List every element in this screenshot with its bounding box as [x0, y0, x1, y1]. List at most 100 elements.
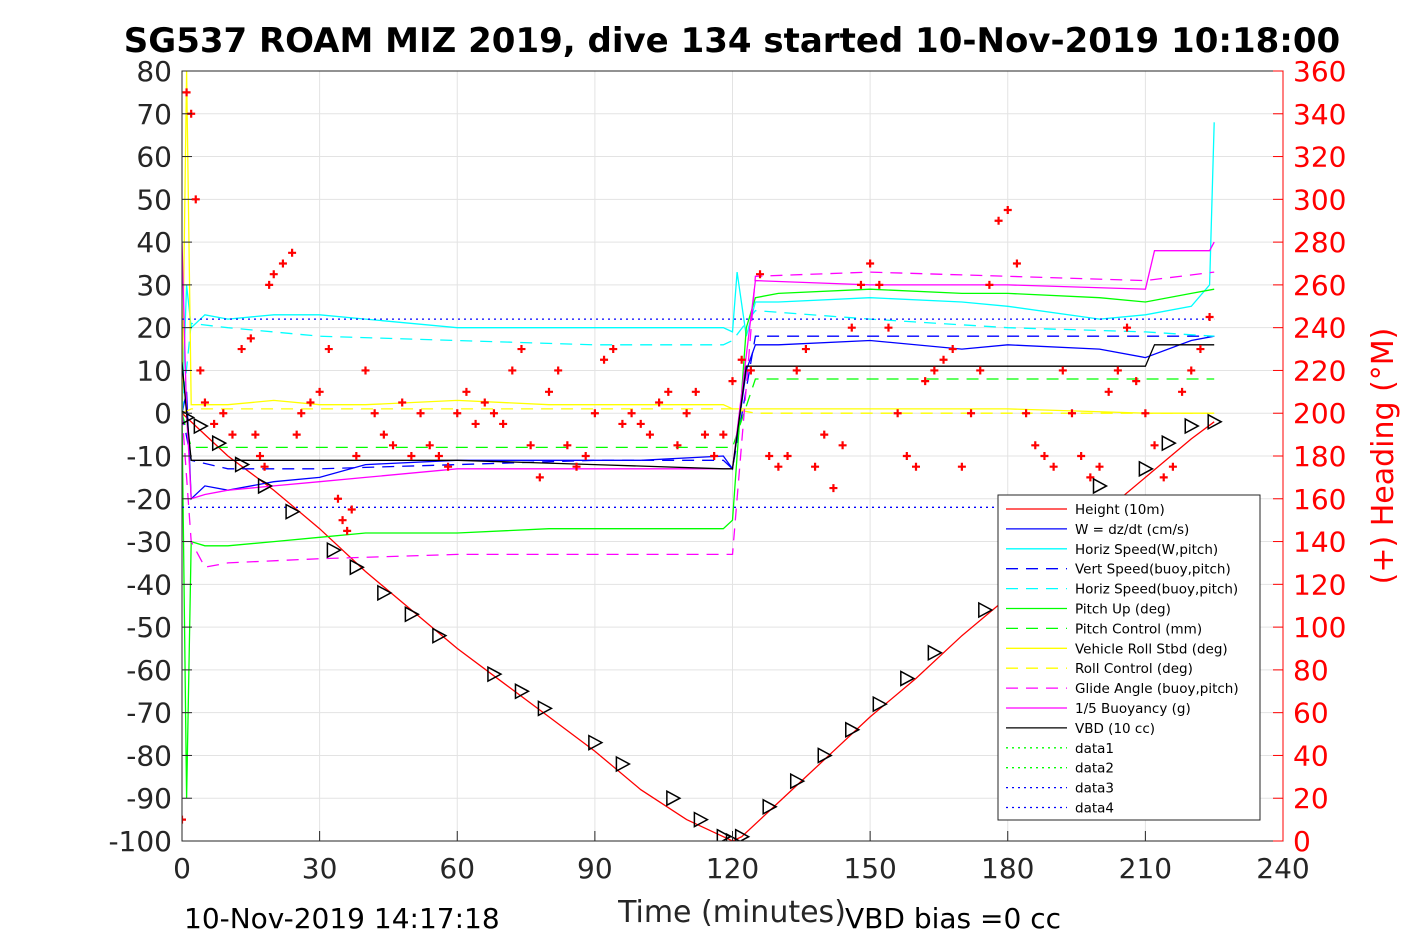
y2-tick-label: 260 [1293, 269, 1346, 302]
heading-point [1040, 452, 1049, 460]
legend-label: Vert Speed(buoy,pitch) [1075, 562, 1231, 578]
heading-point [893, 409, 902, 418]
heading-point [912, 462, 920, 471]
heading-point [191, 195, 200, 204]
heading-point [1159, 473, 1168, 482]
heading-point [182, 88, 191, 97]
heading-point [434, 452, 443, 460]
heading-point [398, 398, 407, 407]
depth-marker [1092, 477, 1109, 495]
depth-marker [1207, 413, 1223, 431]
heading-point [338, 516, 347, 525]
heading-point [875, 280, 884, 289]
heading-point [361, 366, 370, 375]
heading-point [1095, 462, 1104, 471]
heading-point [278, 259, 287, 268]
x-tick-label: 0 [173, 852, 191, 885]
heading-point [1196, 345, 1205, 354]
depth-marker [377, 584, 393, 602]
heading-point [306, 398, 315, 407]
heading-point [1022, 409, 1031, 418]
heading-point [260, 462, 269, 471]
heading-point [985, 280, 994, 289]
heading-point [200, 398, 209, 407]
heading-point [811, 462, 820, 471]
heading-point [471, 419, 480, 428]
heading-point [636, 419, 645, 428]
depth-marker [927, 644, 943, 662]
legend-label: Roll Control (deg) [1075, 661, 1193, 677]
series-line-4 [182, 309, 1215, 414]
y-tick-label: -90 [126, 782, 172, 815]
heading-point [700, 430, 709, 439]
heading-point [691, 387, 700, 396]
heading-point [967, 409, 976, 418]
heading-point [228, 430, 237, 439]
y2-tick-label: 180 [1293, 440, 1346, 473]
x-axis: 0 30 60 90 120 150 180 210 240 [173, 831, 1310, 885]
x-tick-label: 90 [577, 852, 613, 885]
depth-marker [285, 503, 301, 520]
heading-point [673, 441, 682, 450]
depth-marker-layer [182, 410, 1223, 841]
depth-marker [514, 683, 531, 700]
y2-tick-label: 280 [1293, 226, 1346, 259]
depth-marker [845, 721, 861, 739]
heading-point [902, 452, 911, 460]
heading-point [765, 452, 774, 460]
y-tick-label: -50 [126, 611, 172, 644]
depth-marker [234, 456, 251, 473]
depth-marker [734, 828, 751, 841]
heading-point [737, 355, 746, 364]
y-axis-right: 3603403203002802602402202001801601401201… [1273, 55, 1346, 858]
heading-point [265, 280, 274, 289]
heading-point [554, 366, 563, 375]
legend-label: Horiz Speed(buoy,pitch) [1075, 582, 1238, 598]
heading-point [829, 484, 838, 493]
heading-point [746, 366, 755, 375]
series-line-10 [182, 241, 1215, 500]
heading-point [297, 409, 306, 418]
series-line-5 [182, 288, 1215, 799]
heading-point [1086, 473, 1095, 482]
depth-marker [404, 606, 420, 623]
heading-point [269, 270, 278, 279]
heading-point [1205, 312, 1214, 321]
heading-point [1031, 441, 1040, 450]
y2-axis-label: (+) Heading (°M) [1366, 328, 1401, 585]
heading-point [499, 419, 508, 428]
heading-point [1150, 441, 1159, 450]
depth-marker [326, 541, 342, 559]
legend-label: Horiz Speed(W,pitch) [1075, 542, 1218, 558]
y2-tick-label: 200 [1293, 397, 1346, 430]
depth-marker [615, 755, 631, 773]
heading-point [210, 419, 219, 428]
heading-point [324, 345, 333, 354]
y2-tick-label: 80 [1293, 654, 1329, 687]
heading-point [379, 430, 388, 439]
depth-marker [182, 410, 196, 425]
y2-tick-label: 320 [1293, 141, 1346, 174]
legend-label: Height (10m) [1075, 502, 1165, 518]
series-line-11 [182, 344, 1215, 470]
series-line-1 [182, 335, 1215, 501]
heading-point [292, 430, 301, 439]
depth-marker [666, 789, 682, 807]
heading-point [255, 452, 264, 460]
heading-point [792, 366, 801, 375]
heading-point [976, 366, 985, 375]
series-line-6 [182, 378, 1215, 449]
footer-timestamp: 10-Nov-2019 14:17:18 [184, 902, 500, 935]
y-tick-label: -30 [126, 526, 172, 559]
heading-point [1003, 206, 1012, 215]
series-line-9 [182, 271, 1215, 568]
heading-point [774, 462, 783, 471]
heading-point [453, 409, 462, 418]
y2-tick-label: 160 [1293, 483, 1346, 516]
heading-point [728, 377, 737, 386]
heading-point [719, 430, 728, 439]
heading-point [333, 494, 342, 503]
heading-point [416, 409, 425, 418]
depth-marker [978, 601, 994, 619]
heading-point [219, 409, 228, 418]
